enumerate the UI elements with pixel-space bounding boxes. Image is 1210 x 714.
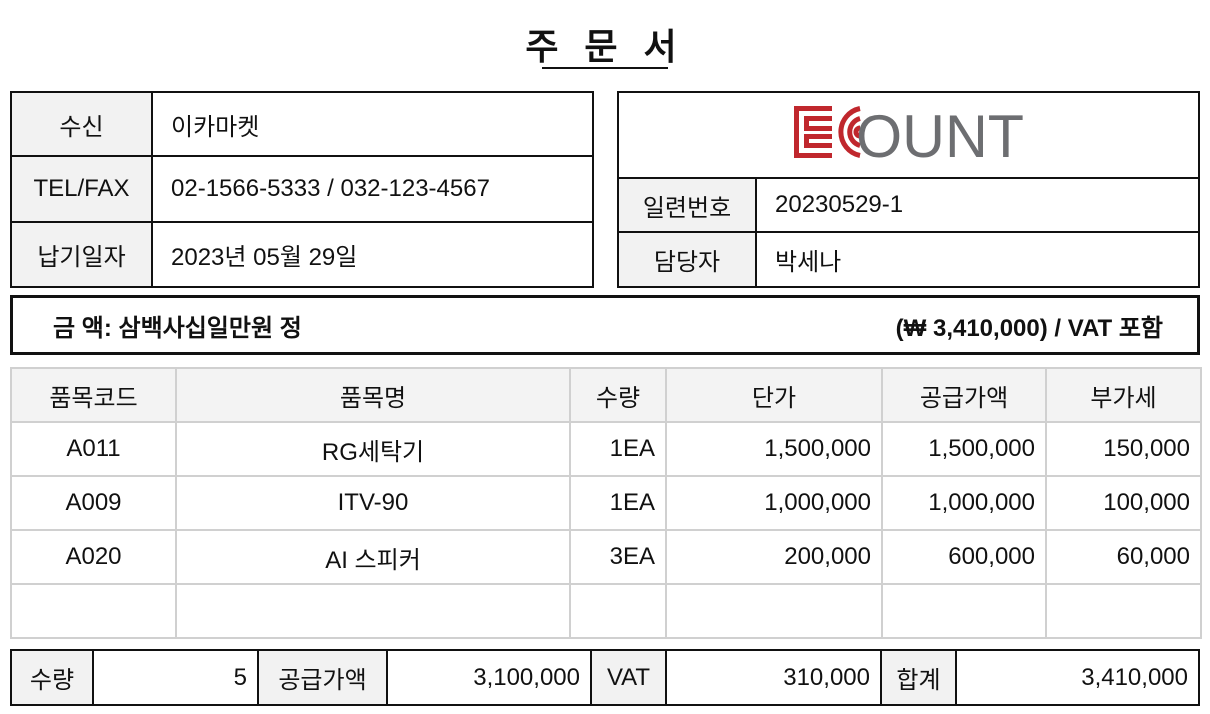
cell: 1,000,000 bbox=[881, 475, 1047, 531]
cell bbox=[665, 583, 883, 639]
cell: 3EA bbox=[569, 529, 667, 585]
telfax-row: TEL/FAX 02-1566-5333 / 032-123-4567 bbox=[10, 155, 594, 223]
cell: RG세탁기 bbox=[175, 421, 571, 477]
table-row: A009 ITV-90 1EA 1,000,000 1,000,000 100,000 bbox=[10, 475, 1202, 531]
recipient-table: 수신 이카마켓 TEL/FAX 02-1566-5333 / 032-123-456… bbox=[10, 91, 594, 288]
cell: 150,000 bbox=[1045, 421, 1202, 477]
due-date-row: 납기일자 2023년 05월 29일 bbox=[10, 221, 594, 288]
cell bbox=[1045, 583, 1202, 639]
items-table: 품목코드 품목명 수량 단가 공급가액 부가세 A011 RG세탁기 1EA 1,50… bbox=[10, 367, 1202, 639]
total-label: 합계 bbox=[880, 649, 957, 706]
vat-label: VAT bbox=[590, 649, 667, 706]
cell: 1EA bbox=[569, 475, 667, 531]
title-underline bbox=[542, 67, 668, 69]
cell: 100,000 bbox=[1045, 475, 1202, 531]
table-row: A020 AI 스피커 3EA 200,000 600,000 60,000 bbox=[10, 529, 1202, 585]
cell: A009 bbox=[10, 475, 177, 531]
cell: 200,000 bbox=[665, 529, 883, 585]
page-title: 주 문 서 bbox=[525, 26, 685, 67]
qty-label: 수량 bbox=[10, 649, 94, 706]
cell bbox=[10, 583, 177, 639]
cell: AI 스피커 bbox=[175, 529, 571, 585]
recipient-value: 이카마켓 bbox=[151, 91, 594, 157]
manager-row: 담당자 박세나 bbox=[617, 231, 1200, 288]
header-price: 단가 bbox=[665, 367, 883, 423]
due-date-value: 2023년 05월 29일 bbox=[151, 221, 594, 288]
header-qty: 수량 bbox=[569, 367, 667, 423]
cell: 1,500,000 bbox=[881, 421, 1047, 477]
total-value: 3,410,000 bbox=[955, 649, 1200, 706]
cell: 600,000 bbox=[881, 529, 1047, 585]
label: 담당자 bbox=[617, 231, 757, 288]
label: 일련번호 bbox=[617, 177, 757, 233]
ecount-logo: OUNT bbox=[793, 103, 1024, 170]
recipient-row: 수신 이카마켓 bbox=[10, 91, 594, 157]
telfax-value: 02-1566-5333 / 032-123-4567 bbox=[151, 155, 594, 223]
supply-label: 공급가액 bbox=[257, 649, 388, 706]
manager-value: 박세나 bbox=[755, 231, 1200, 288]
cell: ITV-90 bbox=[175, 475, 571, 531]
header-supply: 공급가액 bbox=[881, 367, 1047, 423]
table-row: A011 RG세탁기 1EA 1,500,000 1,500,000 150,000 bbox=[10, 421, 1202, 477]
label: 납기일자 bbox=[10, 221, 153, 288]
supply-value: 3,100,000 bbox=[386, 649, 592, 706]
cell: 60,000 bbox=[1045, 529, 1202, 585]
amount-figure: (₩ 3,410,000) / VAT 포함 bbox=[895, 314, 1163, 342]
cell: 1,000,000 bbox=[665, 475, 883, 531]
label: TEL/FAX bbox=[10, 155, 153, 223]
vat-value: 310,000 bbox=[665, 649, 882, 706]
logo-cell: OUNT bbox=[617, 91, 1200, 179]
table-row-empty bbox=[10, 583, 1202, 639]
issuer-table: OUNT 일련번호 20230529-1 담당자 박세나 bbox=[617, 91, 1200, 288]
cell bbox=[175, 583, 571, 639]
cell: A011 bbox=[10, 421, 177, 477]
cell bbox=[569, 583, 667, 639]
serial-row: 일련번호 20230529-1 bbox=[617, 177, 1200, 233]
header-vat: 부가세 bbox=[1045, 367, 1202, 423]
label: 수신 bbox=[10, 91, 153, 157]
totals-table: 수량 5 공급가액 3,100,000 VAT 310,000 합계 3,410… bbox=[10, 649, 1200, 706]
svg-text:OUNT: OUNT bbox=[856, 106, 1024, 158]
cell: 1EA bbox=[569, 421, 667, 477]
cell: 1,500,000 bbox=[665, 421, 883, 477]
header-code: 품목코드 bbox=[10, 367, 177, 423]
cell bbox=[881, 583, 1047, 639]
cell: A020 bbox=[10, 529, 177, 585]
amount-words: 금 액: 삼백사십일만원 정 bbox=[53, 314, 302, 342]
serial-value: 20230529-1 bbox=[755, 177, 1200, 233]
table-header: 품목코드 품목명 수량 단가 공급가액 부가세 bbox=[10, 367, 1202, 423]
header-name: 품목명 bbox=[175, 367, 571, 423]
qty-value: 5 bbox=[92, 649, 259, 706]
amount-box: 금 액: 삼백사십일만원 정 (₩ 3,410,000) / VAT 포함 bbox=[10, 295, 1200, 355]
